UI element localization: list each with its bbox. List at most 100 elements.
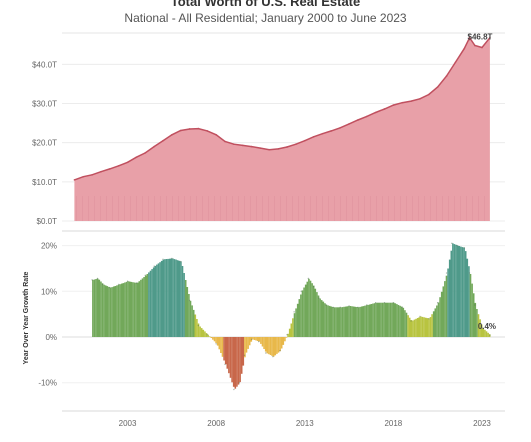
- top-y-tick-label: $40.0T: [32, 60, 57, 69]
- growth-rate-bar: [293, 313, 296, 337]
- growth-rate-bar: [119, 284, 121, 337]
- growth-rate-bar: [228, 337, 230, 374]
- total-worth-point: [241, 144, 244, 147]
- growth-rate-bar: [271, 337, 273, 356]
- total-worth-point: [179, 129, 182, 132]
- growth-rate-bar: [122, 283, 125, 337]
- growth-rate-bar: [367, 304, 369, 337]
- growth-rate-bar: [242, 337, 245, 366]
- total-worth-point: [295, 143, 297, 146]
- growth-rate-bar: [424, 317, 427, 337]
- growth-rate-point: [250, 338, 253, 340]
- growth-rate-bar: [269, 337, 272, 355]
- growth-rate-bar: [332, 307, 334, 337]
- growth-rate-bar: [340, 307, 342, 337]
- growth-rate-bar: [103, 284, 105, 337]
- total-worth-point: [330, 130, 333, 132]
- growth-rate-bar: [300, 294, 302, 337]
- growth-rate-bar: [245, 337, 248, 353]
- total-worth-point: [419, 98, 421, 100]
- growth-rate-bar: [440, 291, 443, 337]
- growth-rate-bar: [194, 314, 197, 337]
- growth-rate-bar: [394, 303, 397, 337]
- growth-rate-bar: [319, 298, 321, 337]
- growth-rate-bar: [108, 286, 110, 337]
- growth-rate-bar: [215, 337, 217, 343]
- total-worth-point: [224, 140, 226, 143]
- total-worth-point: [73, 179, 76, 181]
- total-worth-point: [401, 101, 404, 104]
- growth-rate-point: [468, 272, 471, 274]
- growth-rate-bar: [239, 337, 241, 383]
- growth-rate-bar: [101, 283, 104, 337]
- growth-rate-bar: [402, 307, 405, 337]
- growth-rate-bar: [327, 305, 329, 337]
- growth-rate-bar: [232, 337, 235, 387]
- growth-rate-bar: [266, 337, 269, 354]
- growth-rate-bar: [380, 302, 382, 337]
- growth-rate-point: [392, 302, 395, 304]
- growth-rate-bar: [218, 337, 221, 350]
- growth-rate-bar: [282, 337, 285, 345]
- growth-rate-bar: [474, 302, 477, 337]
- growth-rate-point: [265, 352, 267, 354]
- growth-rate-bar: [351, 306, 353, 337]
- growth-rate-bar: [106, 286, 109, 337]
- growth-rate-point: [481, 327, 483, 329]
- growth-rate-bar: [258, 337, 261, 342]
- growth-rate-bar: [436, 305, 438, 337]
- growth-rate-bar: [181, 266, 184, 337]
- growth-rate-bar: [175, 259, 177, 337]
- growth-rate-bar: [354, 306, 357, 337]
- growth-rate-bar: [428, 318, 430, 337]
- bottom-y-tick-label: -10%: [38, 379, 57, 388]
- growth-rate-bar: [151, 269, 153, 337]
- growth-rate-bar: [229, 337, 232, 378]
- growth-rate-point: [102, 283, 104, 286]
- growth-rate-bar: [349, 306, 352, 337]
- growth-rate-point: [401, 306, 403, 308]
- total-worth-point: [303, 139, 306, 142]
- growth-rate-bar: [152, 267, 155, 337]
- growth-rate-bar: [444, 281, 446, 337]
- growth-rate-bar: [304, 284, 307, 337]
- growth-rate-point: [325, 304, 327, 306]
- growth-rate-point: [374, 302, 377, 304]
- growth-rate-bar: [429, 317, 432, 337]
- total-worth-point: [171, 134, 173, 136]
- growth-rate-bar: [469, 274, 472, 337]
- growth-rate-bar: [285, 337, 288, 338]
- growth-rate-bar: [202, 329, 205, 337]
- total-worth-point: [321, 132, 324, 135]
- growth-rate-bar: [445, 275, 448, 337]
- total-worth-point: [383, 108, 386, 110]
- growth-rate-bar: [420, 316, 422, 337]
- growth-rate-bar: [125, 281, 128, 337]
- growth-rate-bar: [149, 270, 152, 337]
- total-worth-point: [277, 148, 279, 150]
- growth-rate-bar: [405, 312, 408, 337]
- growth-rate-panel: 20% 10% 0% -10% 0.4% 2003 2008 2013 2018 2023 Year…: [23, 242, 505, 428]
- growth-rate-bar: [277, 337, 280, 353]
- growth-rate-bar: [431, 314, 433, 337]
- growth-rate-point: [257, 340, 260, 343]
- growth-rate-bar: [308, 278, 310, 337]
- growth-rate-bar: [298, 299, 301, 337]
- growth-rate-bar: [375, 302, 377, 337]
- growth-rate-bar: [458, 246, 461, 337]
- growth-rate-bar: [373, 303, 376, 337]
- growth-rate-bar: [312, 285, 315, 337]
- total-worth-point: [357, 119, 359, 121]
- growth-rate-point: [215, 343, 217, 345]
- growth-rate-bar: [220, 337, 222, 353]
- growth-rate-bar: [172, 258, 174, 337]
- growth-rate-bar: [127, 281, 129, 337]
- growth-rate-bar: [95, 279, 97, 337]
- growth-rate-point: [118, 283, 120, 286]
- growth-rate-bar: [260, 337, 262, 344]
- growth-rate-bar: [317, 295, 320, 337]
- growth-rate-bar: [272, 337, 275, 357]
- growth-rate-bar: [292, 318, 294, 337]
- growth-rate-bar: [416, 318, 419, 337]
- growth-rate-bar: [165, 259, 168, 337]
